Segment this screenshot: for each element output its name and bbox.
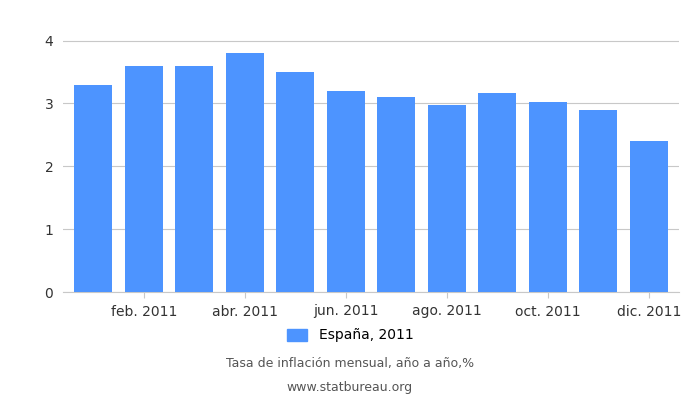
Bar: [630, 141, 668, 292]
Bar: [226, 53, 264, 292]
Bar: [478, 93, 516, 292]
Bar: [125, 66, 162, 292]
Bar: [377, 97, 415, 292]
Bar: [428, 105, 466, 292]
Text: Tasa de inflación mensual, año a año,%: Tasa de inflación mensual, año a año,%: [226, 358, 474, 370]
Legend: España, 2011: España, 2011: [281, 323, 419, 348]
Bar: [327, 91, 365, 292]
Bar: [580, 110, 617, 292]
Bar: [528, 102, 567, 292]
Bar: [74, 84, 112, 292]
Text: www.statbureau.org: www.statbureau.org: [287, 382, 413, 394]
Bar: [276, 72, 314, 292]
Bar: [175, 66, 214, 292]
